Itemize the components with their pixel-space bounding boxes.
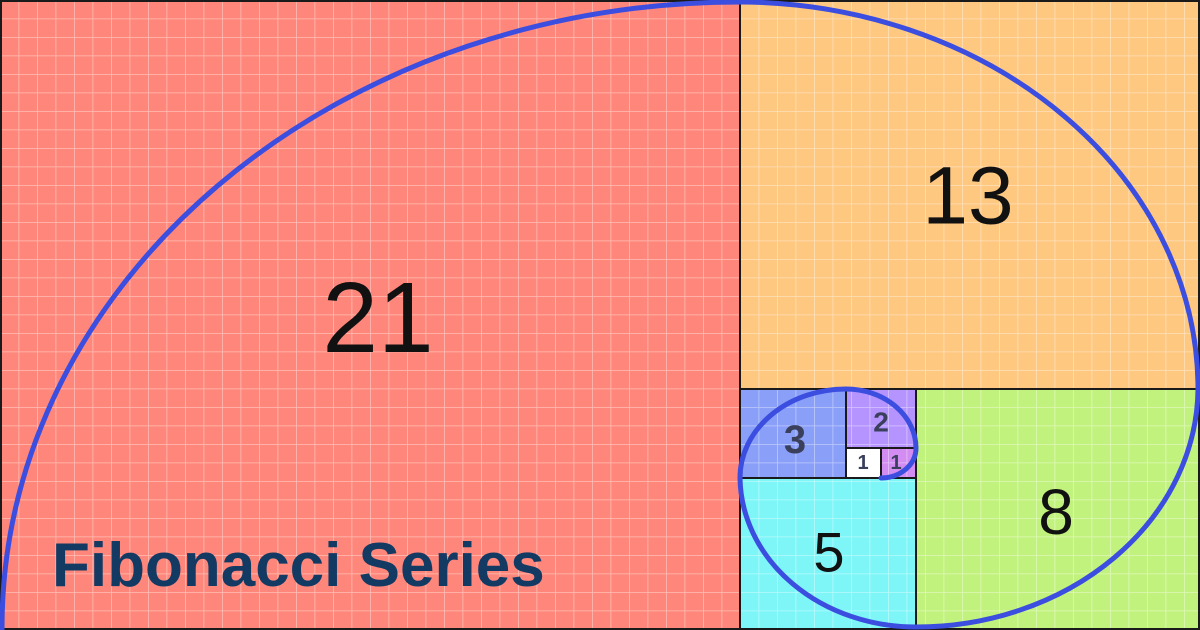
diagram-title: Fibonacci Series xyxy=(52,531,545,600)
label-21: 21 xyxy=(322,262,433,374)
label-1-left: 1 xyxy=(857,452,868,474)
label-13: 13 xyxy=(922,151,1013,242)
label-1-right: 1 xyxy=(890,452,901,474)
label-8: 8 xyxy=(1038,476,1074,548)
label-3: 3 xyxy=(784,418,806,462)
label-2: 2 xyxy=(873,407,889,438)
label-5: 5 xyxy=(813,521,844,584)
